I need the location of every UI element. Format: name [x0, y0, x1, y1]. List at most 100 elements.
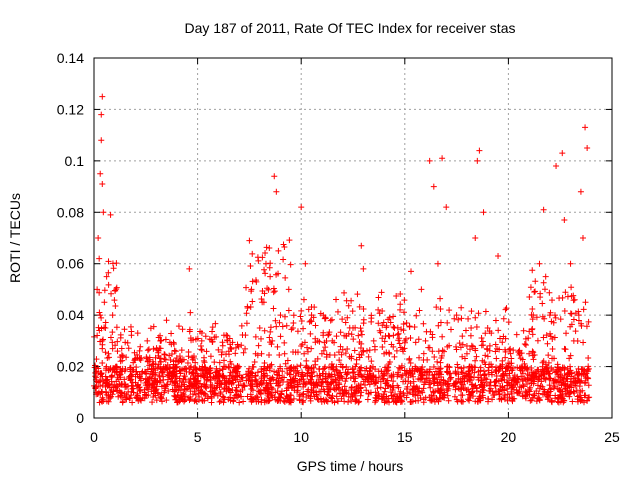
background-point [250, 363, 257, 370]
background-point [542, 376, 549, 383]
background-point [537, 294, 544, 301]
background-point [335, 349, 342, 356]
background-point [429, 331, 436, 338]
background-point [413, 383, 420, 390]
background-point [199, 388, 206, 395]
background-point [339, 386, 346, 393]
background-point [201, 364, 208, 371]
background-point [333, 296, 340, 303]
background-point [157, 332, 164, 339]
background-point [281, 374, 288, 381]
background-point [492, 341, 499, 348]
background-point [575, 317, 582, 324]
background-point [190, 355, 197, 362]
background-point [403, 320, 410, 327]
background-point [342, 378, 349, 385]
background-point [344, 346, 351, 353]
background-point [131, 349, 138, 356]
data-point [105, 350, 112, 357]
background-point [132, 355, 139, 362]
background-point [271, 368, 278, 375]
data-point [267, 273, 274, 280]
background-point [458, 368, 465, 375]
background-point [227, 397, 234, 404]
background-point [427, 377, 434, 384]
background-point [478, 377, 485, 384]
tick-marks [93, 57, 613, 419]
background-point [305, 378, 312, 385]
data-point [505, 363, 512, 370]
data-point [559, 150, 566, 157]
background-point [354, 388, 361, 395]
background-point [560, 381, 567, 388]
background-point [232, 350, 239, 357]
background-point [379, 372, 386, 379]
background-point [395, 384, 402, 391]
background-point [206, 370, 213, 377]
background-point [264, 364, 271, 371]
background-point [393, 347, 400, 354]
background-point [362, 382, 369, 389]
background-point [119, 399, 126, 406]
background-point [292, 372, 299, 379]
background-point [172, 380, 179, 387]
data-point [94, 286, 101, 293]
background-point [416, 354, 423, 361]
background-point [134, 330, 141, 337]
y-tick-label: 0.02 [57, 359, 84, 375]
background-point [381, 338, 388, 345]
background-point [431, 353, 438, 360]
background-point [437, 319, 444, 326]
background-point [387, 319, 394, 326]
background-point [552, 314, 559, 321]
background-point [358, 328, 365, 335]
background-point [526, 391, 533, 398]
background-point [177, 370, 184, 377]
background-point [297, 313, 304, 320]
data-point [136, 384, 143, 391]
background-point [114, 338, 121, 345]
background-point [420, 399, 427, 406]
background-point [434, 382, 441, 389]
background-point [529, 325, 536, 332]
background-point [355, 332, 362, 339]
background-point [240, 349, 247, 356]
background-point [396, 340, 403, 347]
background-point [422, 379, 429, 386]
background-point [315, 396, 322, 403]
background-point [360, 305, 367, 312]
background-point [482, 308, 489, 315]
background-point [166, 365, 173, 372]
background-point [347, 374, 354, 381]
background-point [193, 366, 200, 373]
background-point [312, 361, 319, 368]
data-point [248, 286, 255, 293]
background-point [397, 388, 404, 395]
background-point [563, 330, 570, 337]
data-point [553, 163, 560, 169]
background-point [484, 353, 491, 360]
background-point [493, 364, 500, 371]
background-point [466, 397, 473, 404]
data-point [582, 124, 589, 131]
background-point [336, 357, 343, 364]
background-point [416, 307, 423, 314]
background-point [429, 348, 436, 355]
background-point [201, 359, 208, 366]
background-point [397, 344, 404, 351]
background-point [216, 359, 223, 366]
background-point [450, 382, 457, 389]
x-tick-label: 25 [604, 429, 620, 445]
data-point [97, 170, 104, 177]
background-point [460, 364, 467, 371]
background-point [233, 373, 240, 380]
background-point [112, 302, 119, 309]
background-point [441, 348, 448, 355]
background-point [567, 352, 574, 359]
background-point [218, 351, 225, 358]
background-point [244, 304, 251, 311]
background-point [403, 368, 410, 375]
background-point [579, 397, 586, 404]
background-point [352, 363, 359, 370]
